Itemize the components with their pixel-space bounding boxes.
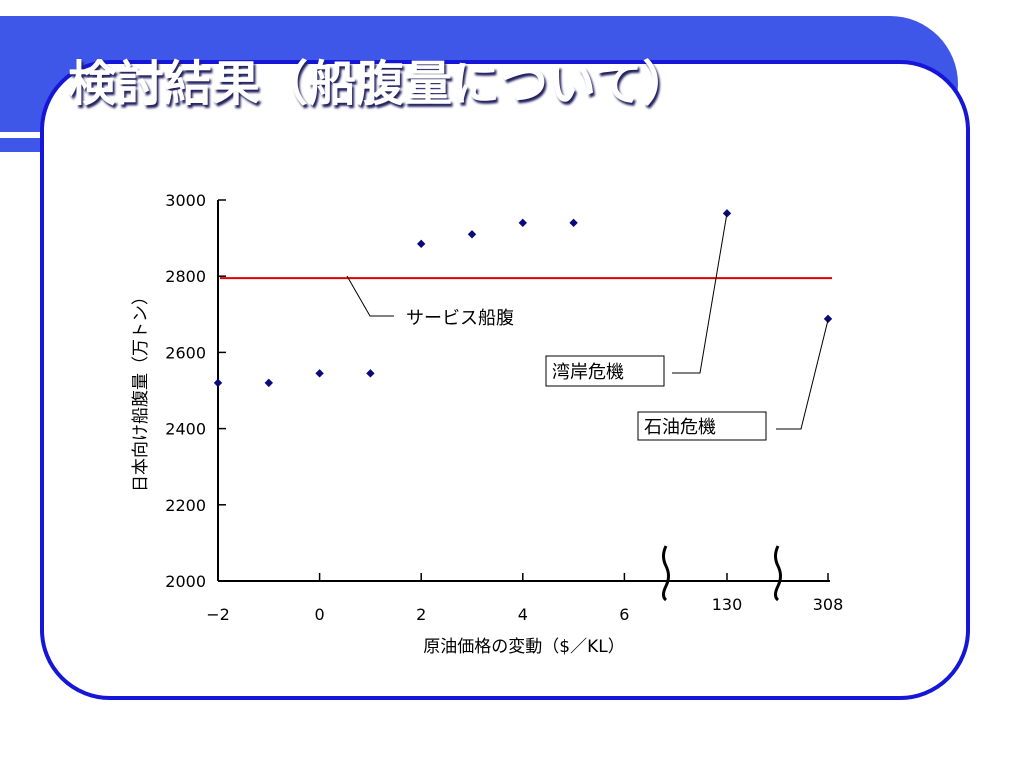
x-tick-label: 6 <box>619 605 629 624</box>
x-tick-label: 4 <box>518 605 528 624</box>
y-tick-label: 2000 <box>165 572 206 591</box>
data-point <box>315 369 324 378</box>
slide-frame <box>40 60 970 700</box>
y-tick-label: 2600 <box>165 343 206 362</box>
x-tick-label: −2 <box>206 605 230 624</box>
axis-break-mark <box>774 545 782 602</box>
slide-title: 検討結果（船腹量について） <box>68 56 691 112</box>
data-point <box>518 218 527 228</box>
data-point <box>213 378 223 388</box>
x-tick-label: 0 <box>315 605 325 624</box>
axis-break-mark <box>662 545 670 602</box>
y-tick-label: 2800 <box>165 267 206 286</box>
oil-crisis-box <box>637 411 767 441</box>
oil-crisis-label: 石油危機 <box>644 417 716 438</box>
x-tick-label: 308 <box>813 595 844 614</box>
data-point <box>264 378 273 388</box>
x-tick-label: 130 <box>712 595 743 614</box>
gulf-crisis-box <box>545 355 665 387</box>
x-tick-label: 2 <box>416 605 426 624</box>
x-axis-title: 原油価格の変動（$／KL） <box>423 637 624 657</box>
data-point <box>823 314 833 324</box>
y-tick-label: 2200 <box>165 496 206 515</box>
service-tonnage-label: サービス船腹 <box>406 308 514 329</box>
data-point <box>569 218 578 228</box>
oil-crisis-leader <box>776 319 829 430</box>
y-tick-label: 2400 <box>165 420 206 439</box>
data-point <box>417 239 426 249</box>
data-point <box>366 369 375 378</box>
y-tick-label: 3000 <box>165 191 206 210</box>
gulf-crisis-leader <box>672 212 728 374</box>
gulf-crisis-label: 湾岸危機 <box>552 362 624 383</box>
y-axis-title: 日本向け船腹量（万トン） <box>131 288 151 492</box>
service-tonnage-leader <box>346 275 394 317</box>
data-point <box>467 230 477 239</box>
